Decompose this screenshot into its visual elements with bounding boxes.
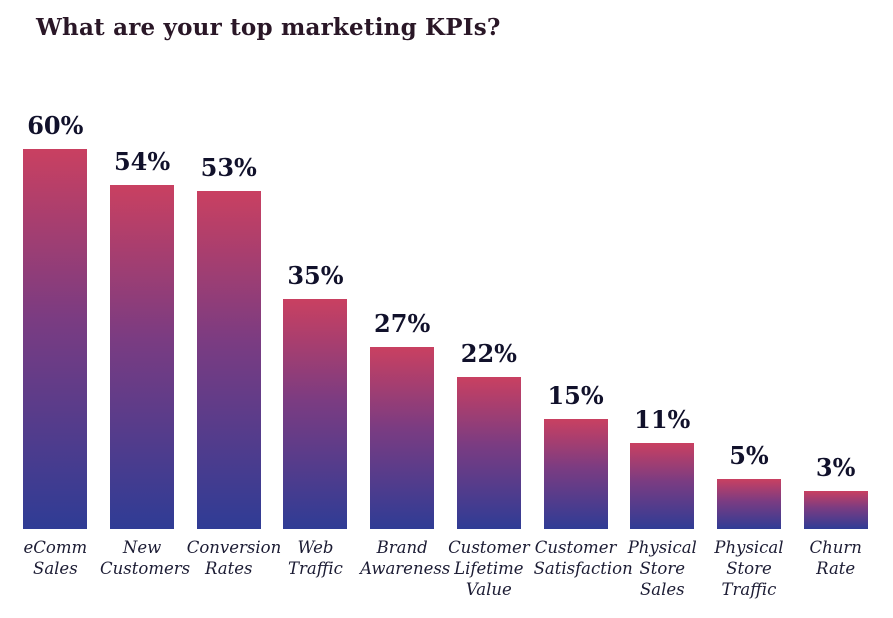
category-label: Churn Rate bbox=[809, 538, 862, 579]
bar bbox=[456, 377, 521, 529]
bar-zone: 53% bbox=[196, 72, 261, 529]
bar bbox=[630, 443, 695, 529]
chart-title: What are your top marketing KPIs? bbox=[36, 14, 501, 41]
bar bbox=[110, 185, 175, 529]
bar-value-label: 5% bbox=[729, 441, 769, 470]
bar-column: 15% Customer Satisfaction bbox=[532, 72, 633, 579]
category-label: Conversion Rates bbox=[186, 538, 282, 579]
bar-column: 53% Conversion Rates bbox=[185, 72, 282, 579]
bar-value-label: 60% bbox=[27, 111, 84, 140]
bar-column: 5% Physical Store Traffic bbox=[706, 72, 793, 600]
bar bbox=[370, 347, 435, 529]
category-label: eComm Sales bbox=[23, 538, 88, 579]
category-label: Customer Lifetime Value bbox=[448, 538, 530, 600]
bar-value-label: 35% bbox=[287, 261, 344, 290]
bar-zone: 22% bbox=[456, 72, 521, 529]
bar-zone: 35% bbox=[283, 72, 348, 529]
bar-zone: 15% bbox=[543, 72, 608, 529]
bar-column: 60% eComm Sales bbox=[12, 72, 99, 579]
bar-value-label: 3% bbox=[815, 453, 856, 482]
bar-value-label: 11% bbox=[634, 405, 691, 434]
bar-zone: 27% bbox=[370, 72, 435, 529]
bar-value-label: 53% bbox=[200, 153, 257, 182]
category-label: Customer Satisfaction bbox=[533, 538, 633, 579]
bar bbox=[196, 191, 261, 529]
bar bbox=[23, 149, 88, 529]
bar-column: 3% Churn Rate bbox=[792, 72, 879, 579]
bar-column: 11% Physical Store Sales bbox=[619, 72, 706, 600]
category-label: New Customers bbox=[100, 538, 191, 579]
bar-value-label: 22% bbox=[460, 339, 517, 368]
bar-zone: 3% bbox=[803, 72, 868, 529]
bar-value-label: 54% bbox=[113, 147, 171, 176]
bar-zone: 5% bbox=[716, 72, 781, 529]
bar-column: 27% Brand Awareness bbox=[359, 72, 451, 579]
category-label: Web Traffic bbox=[287, 538, 343, 579]
bar-value-label: 15% bbox=[547, 381, 604, 410]
bar-zone: 60% bbox=[23, 72, 88, 529]
bar-zone: 54% bbox=[110, 72, 175, 529]
bar bbox=[283, 299, 348, 529]
kpi-chart-page: What are your top marketing KPIs? 60% eCo… bbox=[0, 14, 893, 599]
category-label: Brand Awareness bbox=[360, 538, 451, 579]
bar bbox=[716, 479, 781, 529]
bar-column: 22% Customer Lifetime Value bbox=[446, 72, 533, 600]
category-label: Physical Store Traffic bbox=[714, 538, 784, 600]
bar-value-label: 27% bbox=[374, 309, 431, 338]
bar bbox=[803, 491, 868, 529]
bar-zone: 11% bbox=[630, 72, 695, 529]
bar-column: 54% New Customers bbox=[99, 72, 191, 579]
plot-area: 60% eComm Sales 54% New Customers 53% Convers… bbox=[12, 72, 879, 604]
bar-column: 35% Web Traffic bbox=[272, 72, 359, 579]
category-label: Physical Store Sales bbox=[627, 538, 697, 600]
bar bbox=[543, 419, 608, 529]
